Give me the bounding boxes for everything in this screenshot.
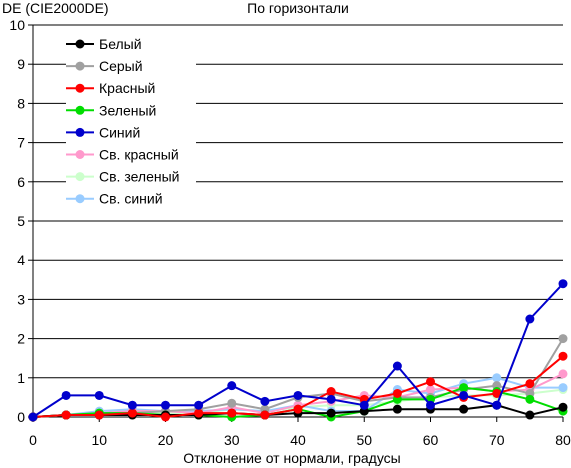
legend-item: Красный: [66, 80, 155, 96]
data-point: [293, 404, 303, 414]
x-tick-label: 80: [555, 432, 571, 448]
legend-label: Зеленый: [99, 102, 156, 118]
data-point: [227, 398, 237, 408]
y-tick-label: 9: [17, 56, 25, 72]
data-point: [392, 404, 402, 414]
y-tick-labels: 0 1 2 3 4 5 6 7 8 9 10: [9, 17, 25, 425]
data-point: [558, 351, 568, 361]
data-point: [359, 400, 369, 410]
data-point: [260, 410, 270, 420]
data-point: [127, 408, 137, 418]
data-point: [127, 400, 137, 410]
data-point: [94, 410, 104, 420]
y-tick-label: 2: [17, 331, 25, 347]
x-tick-label: 30: [224, 432, 240, 448]
data-point: [161, 412, 170, 422]
data-point: [194, 400, 204, 410]
series-5: [28, 279, 568, 422]
series-lines: [28, 279, 568, 422]
data-point: [492, 400, 502, 410]
legend-marker: [75, 194, 85, 204]
legend-marker: [75, 61, 85, 71]
y-tick-label: 4: [17, 252, 25, 268]
data-point: [558, 369, 568, 379]
data-point: [459, 404, 469, 414]
legend-label: Синий: [99, 124, 140, 140]
legend-label: Св. синий: [99, 191, 163, 207]
data-point: [492, 373, 502, 383]
legend-label: Красный: [99, 80, 155, 96]
data-point: [558, 383, 568, 393]
chart-title: По горизонтали: [247, 0, 349, 16]
x-tick-label: 60: [423, 432, 439, 448]
legend-marker: [75, 83, 85, 93]
data-point: [227, 381, 237, 391]
y-tick-label: 6: [17, 174, 25, 190]
data-point: [28, 412, 38, 422]
data-point: [492, 388, 502, 398]
y-axis-label: DE (CIE2000DE): [2, 0, 109, 16]
legend-item: Св. красный: [66, 147, 179, 163]
x-tick-label: 50: [356, 432, 372, 448]
x-axis-label: Отклонение от нормали, градусы: [183, 450, 400, 466]
data-point: [326, 408, 336, 418]
x-tick-labels: 0 10 20 30 40 50 60 70 80: [29, 432, 571, 448]
x-tick-label: 20: [158, 432, 174, 448]
y-tick-label: 8: [17, 95, 25, 111]
legend-item: Синий: [66, 124, 140, 140]
legend-item: Белый: [66, 36, 142, 52]
data-point: [326, 387, 336, 397]
legend-label: Св. красный: [99, 147, 179, 163]
data-point: [558, 334, 568, 344]
y-tick-label: 10: [9, 17, 25, 33]
data-point: [326, 394, 336, 404]
data-point: [61, 410, 71, 420]
x-tick-label: 70: [489, 432, 505, 448]
legend-marker: [75, 39, 85, 49]
data-point: [392, 388, 402, 398]
legend-item: Серый: [66, 58, 143, 74]
legend-marker: [75, 150, 85, 159]
legend-item: Св. зеленый: [66, 169, 179, 185]
y-tick-label: 7: [17, 135, 25, 151]
legend: Белый Серый Красный Зеленый Синий Св. красный…: [66, 30, 196, 210]
series-3: [28, 351, 568, 422]
data-point: [94, 390, 104, 400]
data-point: [293, 390, 303, 400]
data-point: [459, 383, 469, 393]
data-point: [558, 402, 568, 412]
data-point: [426, 400, 435, 410]
data-point: [525, 410, 535, 420]
data-point: [260, 396, 270, 406]
data-point: [392, 361, 402, 371]
legend-item: Св. синий: [66, 191, 163, 207]
x-tick-label: 0: [29, 432, 37, 448]
legend-label: Св. зеленый: [99, 169, 179, 185]
data-point: [525, 379, 535, 389]
legend-marker: [75, 127, 85, 137]
data-point: [426, 385, 435, 395]
legend-label: Белый: [99, 36, 142, 52]
x-tick-label: 10: [91, 432, 107, 448]
legend-label: Серый: [99, 58, 143, 74]
data-point: [227, 408, 237, 418]
x-tick-label: 40: [290, 432, 306, 448]
y-tick-label: 1: [17, 370, 25, 386]
data-point: [525, 314, 535, 324]
y-tick-label: 3: [17, 291, 25, 307]
y-tick-label: 0: [17, 409, 25, 425]
legend-box: [66, 30, 196, 210]
data-point: [426, 377, 435, 387]
legend-item: Зеленый: [66, 102, 156, 118]
data-point: [194, 408, 204, 418]
data-point: [525, 394, 535, 404]
legend-marker: [75, 105, 85, 115]
data-point: [161, 400, 170, 410]
y-tick-label: 5: [17, 213, 25, 229]
data-point: [558, 279, 568, 289]
data-point: [61, 390, 71, 400]
data-point: [459, 390, 469, 400]
legend-marker: [75, 172, 85, 182]
